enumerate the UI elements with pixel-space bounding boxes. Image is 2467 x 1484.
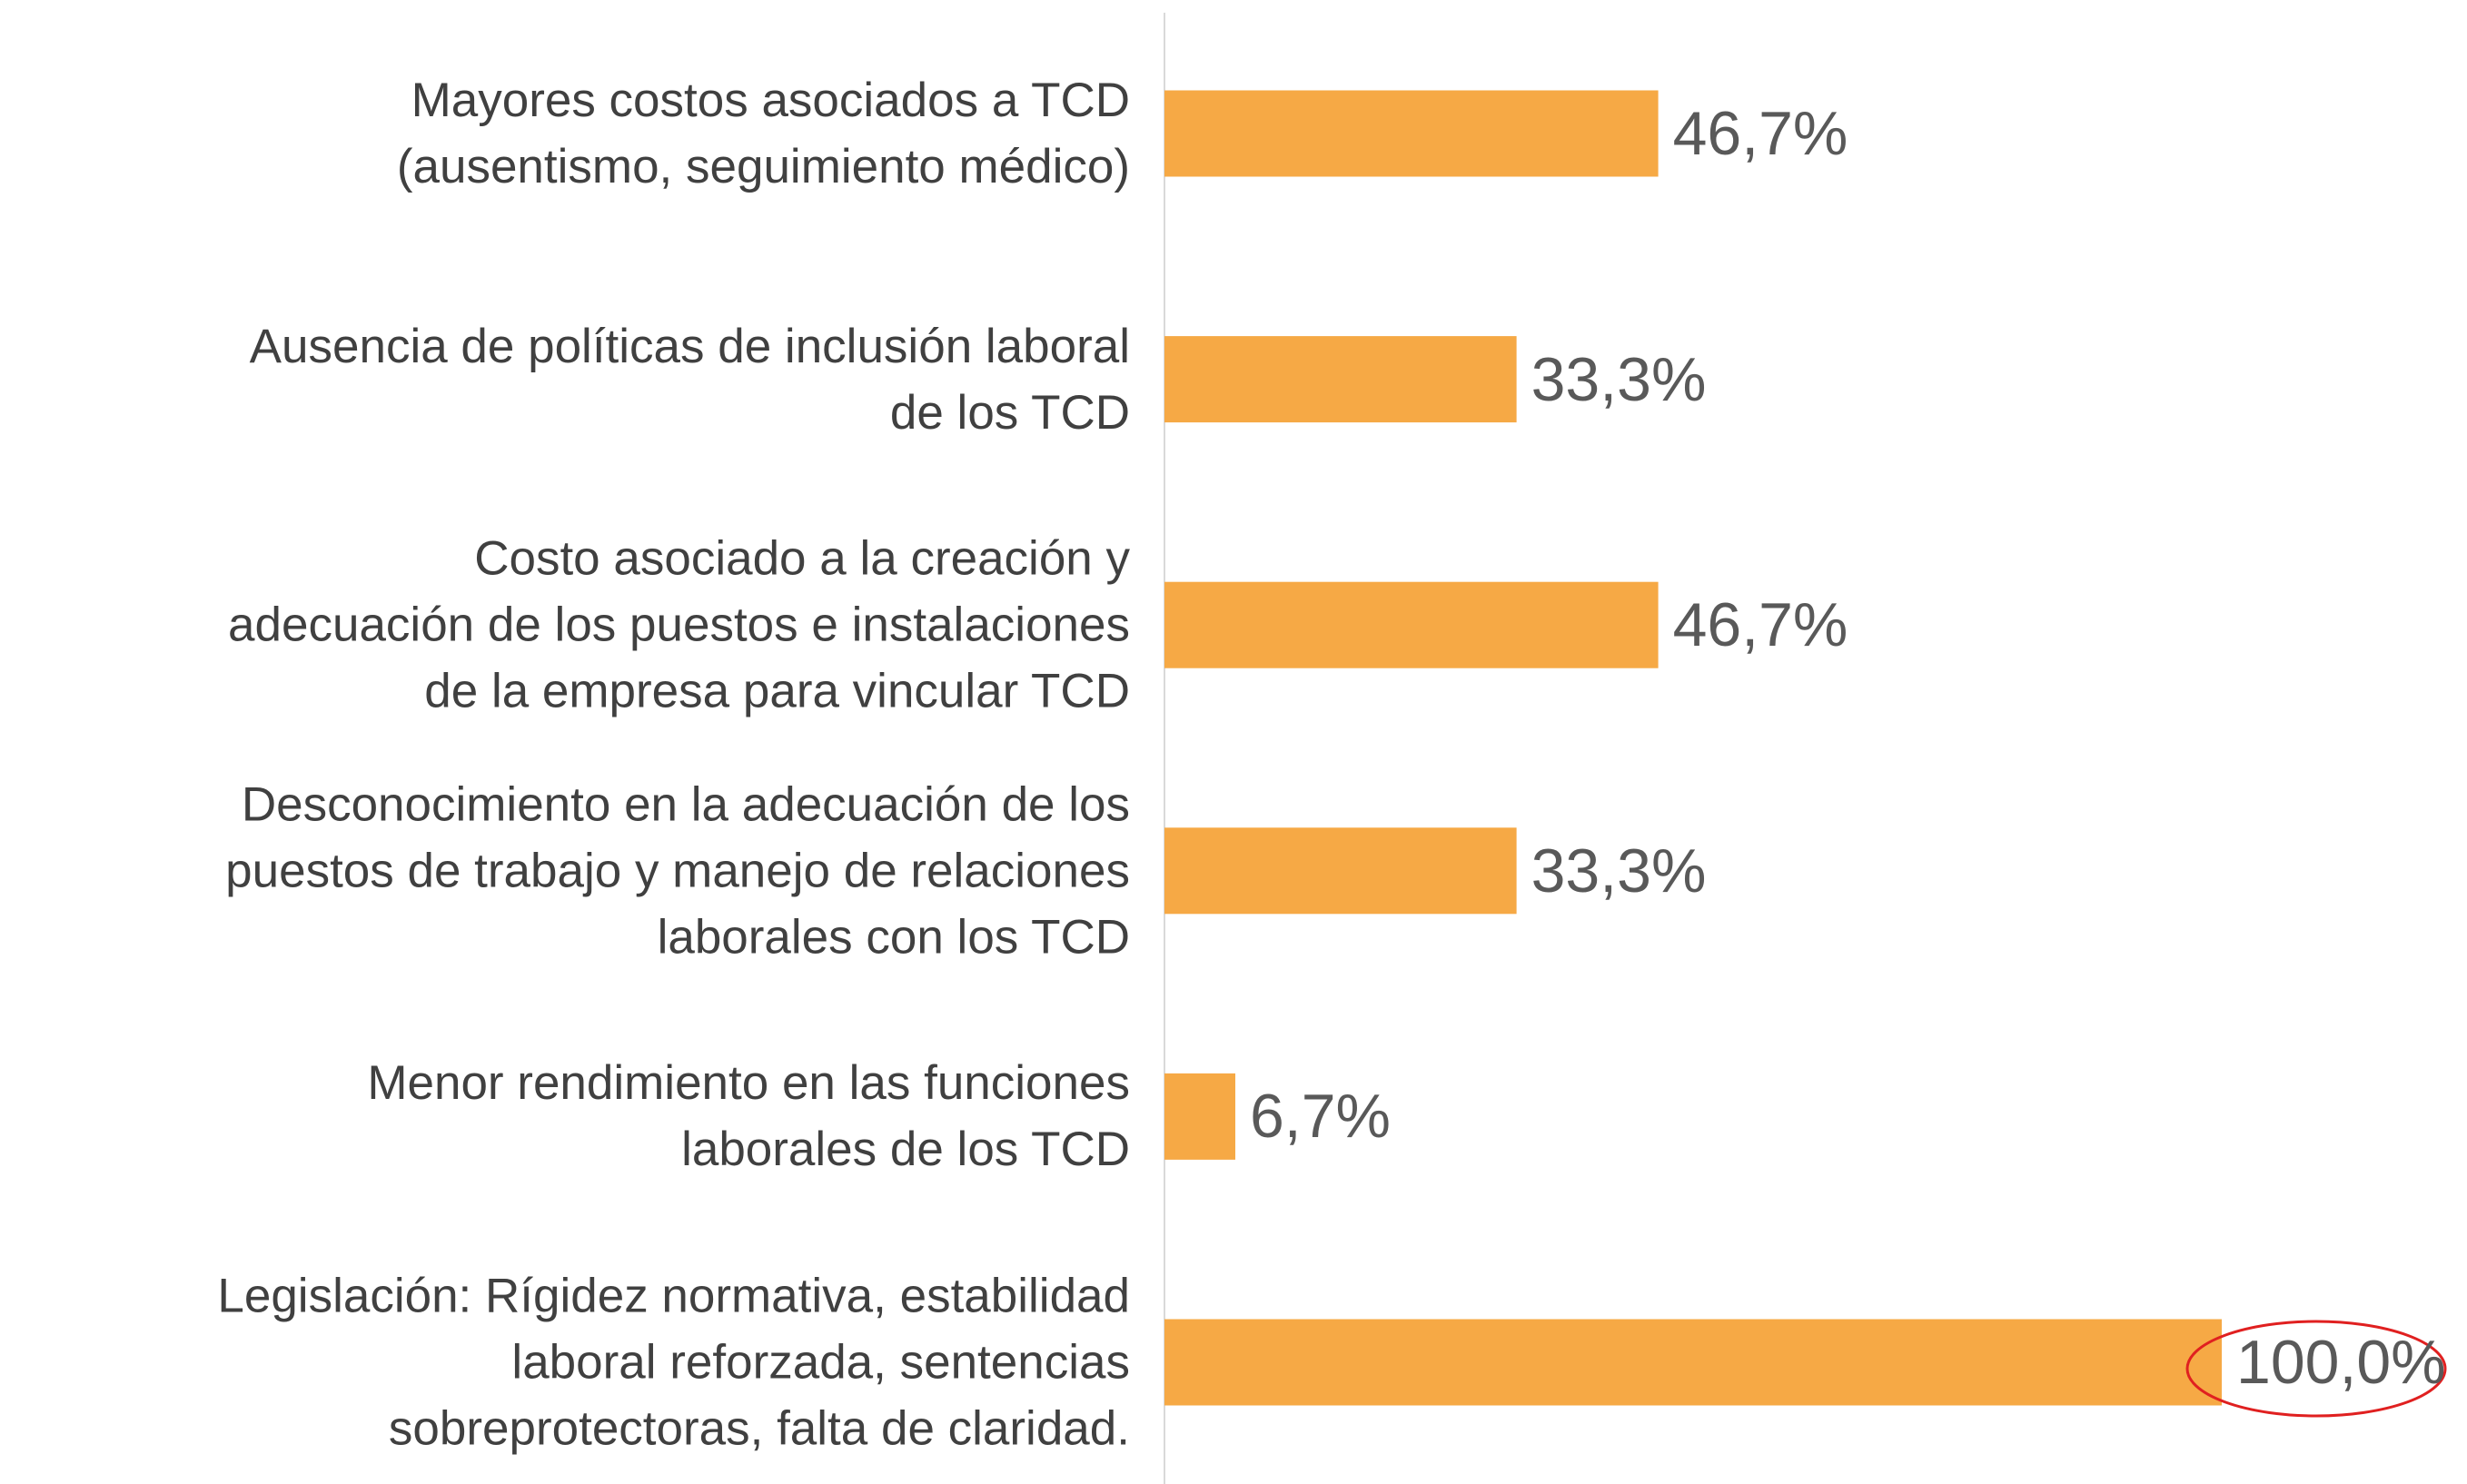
highlight-ellipse	[2185, 1320, 2447, 1418]
category-label: Menor rendimiento en las funciones labor…	[367, 1056, 1130, 1177]
value-label: 46,7%	[1672, 99, 1848, 168]
category-label: Mayores costos asociados a TCD (ausentis…	[396, 74, 1130, 193]
value-label: 33,3%	[1531, 344, 1707, 414]
bar	[1164, 1319, 2222, 1406]
bar	[1164, 90, 1659, 177]
bar	[1164, 827, 1517, 915]
value-label: 6,7%	[1249, 1082, 1391, 1152]
category-label: Costo asociado a la creación y adecuació…	[228, 531, 1130, 718]
value-label: 46,7%	[1672, 590, 1848, 660]
category-label: Legislación: Rígidez normativa, estabili…	[217, 1269, 1130, 1456]
value-label: 33,3%	[1531, 836, 1707, 905]
bar	[1164, 1073, 1235, 1160]
bar	[1164, 581, 1659, 668]
category-label: Desconocimiento en la adecuación de los …	[225, 777, 1130, 965]
bar	[1164, 336, 1517, 423]
category-label: Ausencia de políticas de inclusión labor…	[249, 319, 1130, 440]
value-label: 100,0%	[2236, 1328, 2446, 1397]
